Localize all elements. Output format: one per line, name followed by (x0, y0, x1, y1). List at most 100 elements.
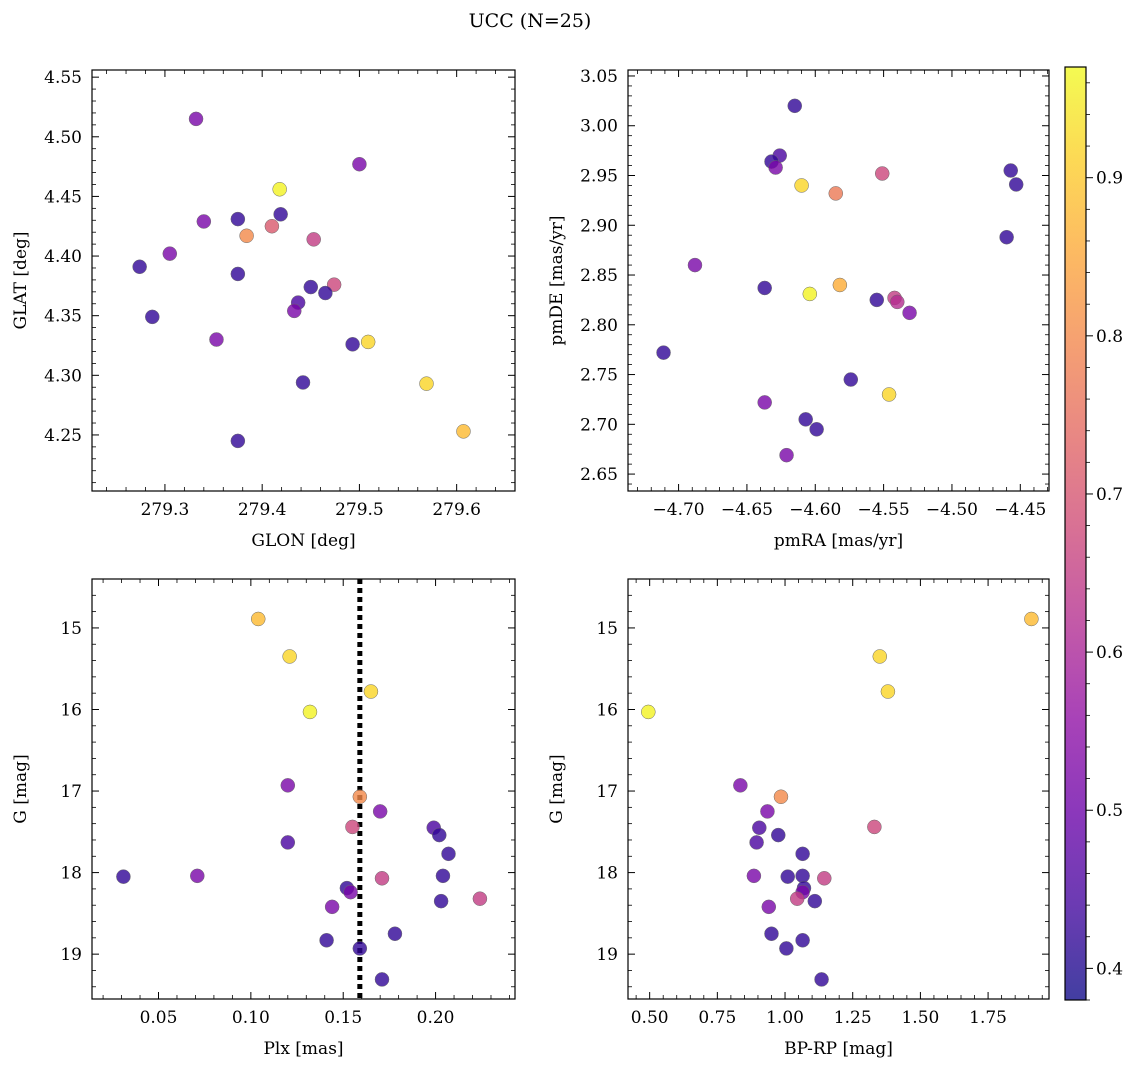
y-axis-label: G [mag] (547, 754, 567, 823)
scatter-point (872, 649, 888, 664)
y-axis-label: G [mag] (11, 754, 31, 823)
x-axis-label: BP-RP [mag] (784, 1039, 893, 1059)
x-tick-label: 0.50 (631, 1008, 669, 1028)
x-axis-label: Plx [mas] (263, 1039, 343, 1059)
y-tick-label: 19 (60, 945, 82, 965)
scatter-point (472, 891, 488, 906)
x-tick-label: −4.70 (653, 500, 705, 520)
scatter-point (779, 941, 794, 956)
scatter-point (733, 778, 748, 793)
y-tick-label: 15 (60, 619, 82, 639)
y-axis-label: pmDE [mas/yr] (547, 215, 567, 345)
x-tick-label: 1.00 (766, 1008, 804, 1028)
colorbar-tick-label: 0.8 (1096, 327, 1123, 347)
y-tick-label: 4.30 (44, 366, 82, 386)
scatter-point (869, 292, 885, 308)
scatter-point (345, 819, 360, 835)
x-tick-label: 0.15 (324, 1008, 362, 1028)
y-tick-label: 2.65 (580, 465, 618, 485)
scatter-point (789, 891, 805, 906)
colorbar-frame (1064, 66, 1087, 1001)
scatter-point (874, 166, 890, 181)
scatter-point (116, 869, 131, 884)
x-tick-label: 279.4 (238, 500, 287, 520)
scatter-point (374, 871, 390, 886)
scatter-point (419, 376, 434, 391)
scatter-point (345, 337, 360, 352)
y-tick-label: 4.55 (44, 68, 82, 88)
scatter-point (902, 305, 917, 321)
scatter-point (196, 214, 212, 229)
y-axis-label: GLAT [deg] (11, 231, 31, 329)
scatter-point (209, 332, 224, 347)
scatter-point (280, 835, 296, 850)
scatter-point (456, 424, 471, 439)
plot-frame (627, 578, 1050, 1000)
scatter-point (441, 846, 456, 862)
scatter-point (764, 926, 779, 942)
scatter-point (1003, 163, 1018, 178)
panel-plx-g: 0.05 0.10 0.15 0.20 15 16 17 18 19 Plx [mas] G [ma… (11, 578, 516, 1059)
scatter-point (272, 182, 287, 197)
colorbar-tick-label: 0.6 (1096, 643, 1123, 663)
y-tick-label: 2.95 (580, 166, 618, 186)
scatter-point (807, 893, 823, 909)
scatter-point (656, 345, 671, 360)
scatter-point (757, 395, 772, 410)
scatter-point (773, 789, 789, 804)
scatter-point (795, 868, 810, 884)
scatter-point (832, 277, 848, 293)
scatter-point (352, 156, 367, 172)
panel-bprp-g: 0.50 0.75 1.00 1.25 1.50 1.75 15 16 17 18 19 BP-RP … (547, 578, 1050, 1059)
scatter-point (828, 186, 844, 201)
x-tick-label: −4.60 (789, 500, 841, 520)
x-tick-label: 279.3 (141, 500, 190, 520)
scatter-point (319, 933, 334, 948)
scatter-point (746, 868, 762, 884)
plot-frame (627, 69, 1050, 492)
scatter-point (817, 871, 832, 886)
scatter-point (1024, 611, 1039, 627)
scatter-point (433, 893, 449, 909)
scatter-point (890, 294, 905, 310)
figure-title: UCC (N=25) (469, 10, 592, 32)
scatter-point (352, 789, 368, 804)
colorbar-ticks: 0.4 0.5 0.6 0.7 0.8 0.9 (1086, 82, 1123, 1001)
plot-frame (91, 578, 516, 1000)
colorbar-tick-label: 0.5 (1096, 801, 1123, 821)
y-tick-label: 17 (596, 782, 618, 802)
scatter-point (287, 303, 302, 319)
scatter-point (867, 819, 882, 835)
y-tick-label: 15 (596, 619, 618, 639)
y-tick-label: 2.70 (580, 415, 618, 435)
y-tick-label: 16 (596, 700, 618, 720)
scatter-point (768, 160, 783, 175)
scatter-point (372, 804, 388, 819)
scatter-point (352, 941, 368, 956)
y-tick-label: 3.05 (580, 67, 618, 87)
scatter-point (239, 228, 254, 244)
x-tick-label: 1.25 (834, 1008, 872, 1028)
scatter-point (881, 387, 897, 402)
scatter-point (132, 259, 147, 275)
colorbar-tick-label: 0.7 (1096, 485, 1123, 505)
x-tick-label: 0.10 (232, 1008, 270, 1028)
scatter-point (282, 649, 297, 664)
x-tick-label: −4.55 (858, 500, 910, 520)
scatter-point (999, 229, 1014, 245)
y-tick-label: 19 (596, 945, 618, 965)
scatter-point (295, 375, 311, 390)
scatter-point (814, 972, 829, 987)
scatter-point (145, 309, 160, 325)
y-tick-label: 17 (60, 782, 82, 802)
x-tick-label: 279.5 (335, 500, 384, 520)
scatter-point (880, 684, 896, 699)
panel-pmra-pmde: −4.70 −4.65 −4.60 −4.55 −4.50 −4.45 2.65 2.70 2.… (547, 67, 1050, 551)
scatter-point (324, 899, 340, 915)
x-tick-label: −4.45 (994, 500, 1046, 520)
scatter-point (374, 972, 390, 987)
scatter-point (264, 218, 280, 234)
scatter-point (273, 207, 288, 222)
scatter-point (230, 266, 246, 282)
